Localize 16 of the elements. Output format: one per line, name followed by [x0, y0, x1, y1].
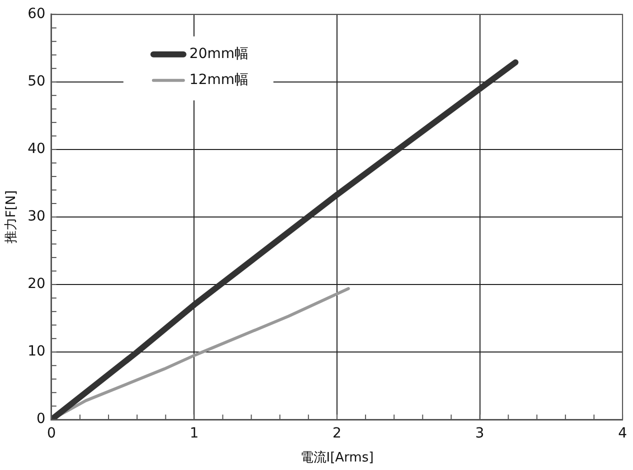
x-tick-label: 4 — [618, 426, 628, 442]
x-tick-label: 0 — [46, 426, 56, 442]
y-tick-label: 10 — [28, 344, 46, 360]
legend-label: 20mm幅 — [189, 46, 249, 62]
x-tick-label: 1 — [190, 426, 199, 442]
x-tick-label: 3 — [475, 426, 484, 442]
x-axis-title: 電流I[Arms] — [300, 450, 374, 466]
y-tick-label: 60 — [28, 6, 46, 22]
x-tick-label: 2 — [332, 426, 342, 442]
legend-label: 12mm幅 — [189, 72, 249, 88]
y-tick-label: 40 — [28, 141, 46, 158]
y-tick-label: 50 — [28, 74, 46, 90]
y-axis-title: 推力F[N] — [4, 190, 20, 244]
y-tick-label: 20 — [28, 276, 46, 292]
y-tick-label: 0 — [36, 411, 46, 428]
y-tick-label: 30 — [28, 208, 46, 225]
